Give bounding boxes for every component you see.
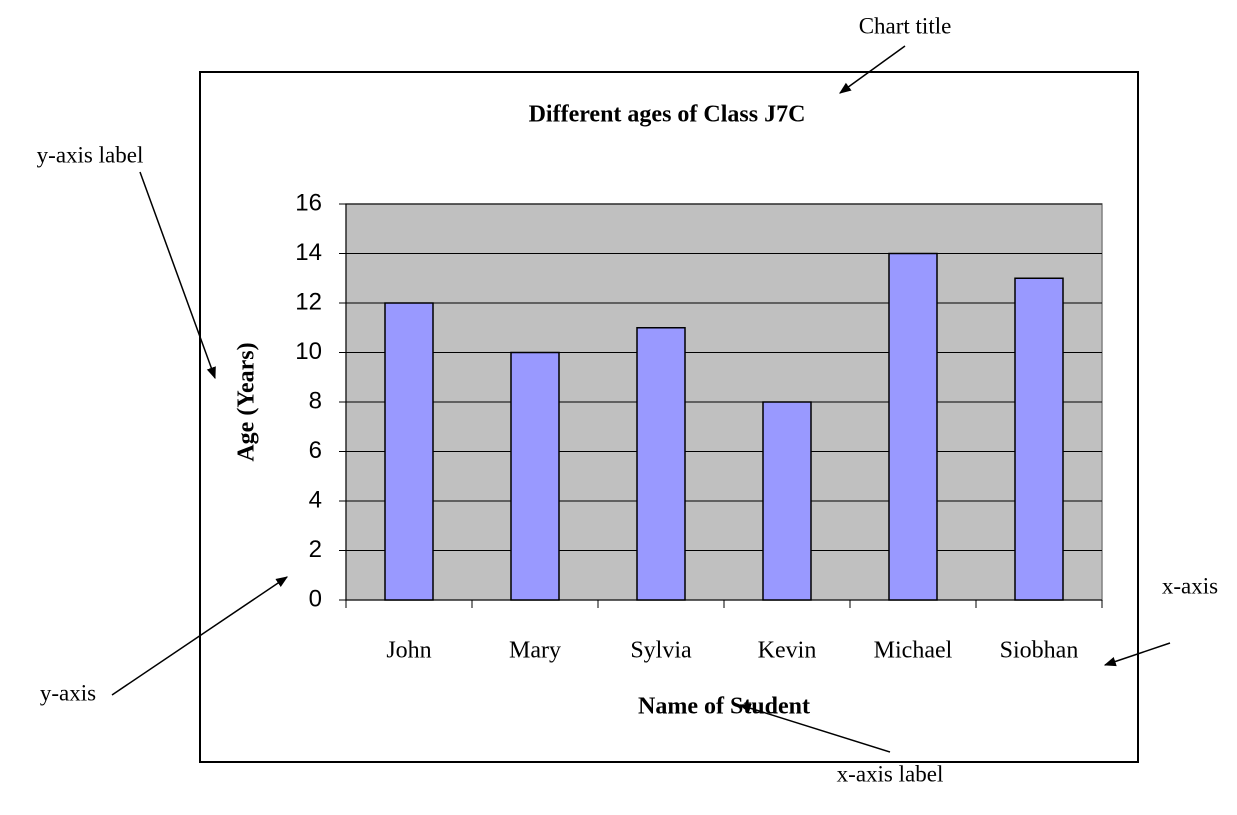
x-axis-label: Name of Student (638, 694, 810, 720)
annotation-arrow (139, 171, 216, 380)
annotation: x-axis label (837, 761, 944, 786)
chart-title: Different ages of Class J7C (529, 102, 806, 128)
y-tick-label: 10 (295, 338, 322, 365)
annotation: Chart title (859, 13, 952, 38)
annotation: y-axis (40, 680, 96, 705)
annotation-arrow (839, 45, 906, 94)
y-axis-label: Age (Years) (234, 342, 260, 461)
x-tick-label: John (386, 638, 431, 664)
y-tick-label: 14 (295, 239, 322, 266)
annotation: x-axis (1162, 573, 1218, 598)
annotation-arrow (738, 703, 891, 753)
bar (636, 327, 686, 601)
bar (1014, 277, 1064, 601)
x-tick-label: Sylvia (630, 638, 692, 664)
x-tick-label: Siobhan (1000, 638, 1079, 664)
x-tick-label: Kevin (758, 638, 817, 664)
bar (888, 252, 938, 601)
y-tick-label: 0 (309, 585, 322, 612)
x-tick-label: Michael (874, 638, 953, 664)
bar (762, 401, 812, 601)
bar (384, 302, 434, 601)
annotation-arrow (111, 576, 288, 696)
y-tick-label: 2 (309, 536, 322, 563)
y-tick-label: 8 (309, 387, 322, 414)
y-tick-label: 6 (309, 437, 322, 464)
annotation: y-axis label (37, 142, 144, 167)
y-tick-label: 12 (295, 288, 322, 315)
y-tick-label: 4 (309, 486, 322, 513)
bar (510, 351, 560, 601)
annotation-arrow (1103, 642, 1171, 667)
y-tick-label: 16 (295, 189, 322, 216)
x-tick-label: Mary (509, 638, 561, 664)
